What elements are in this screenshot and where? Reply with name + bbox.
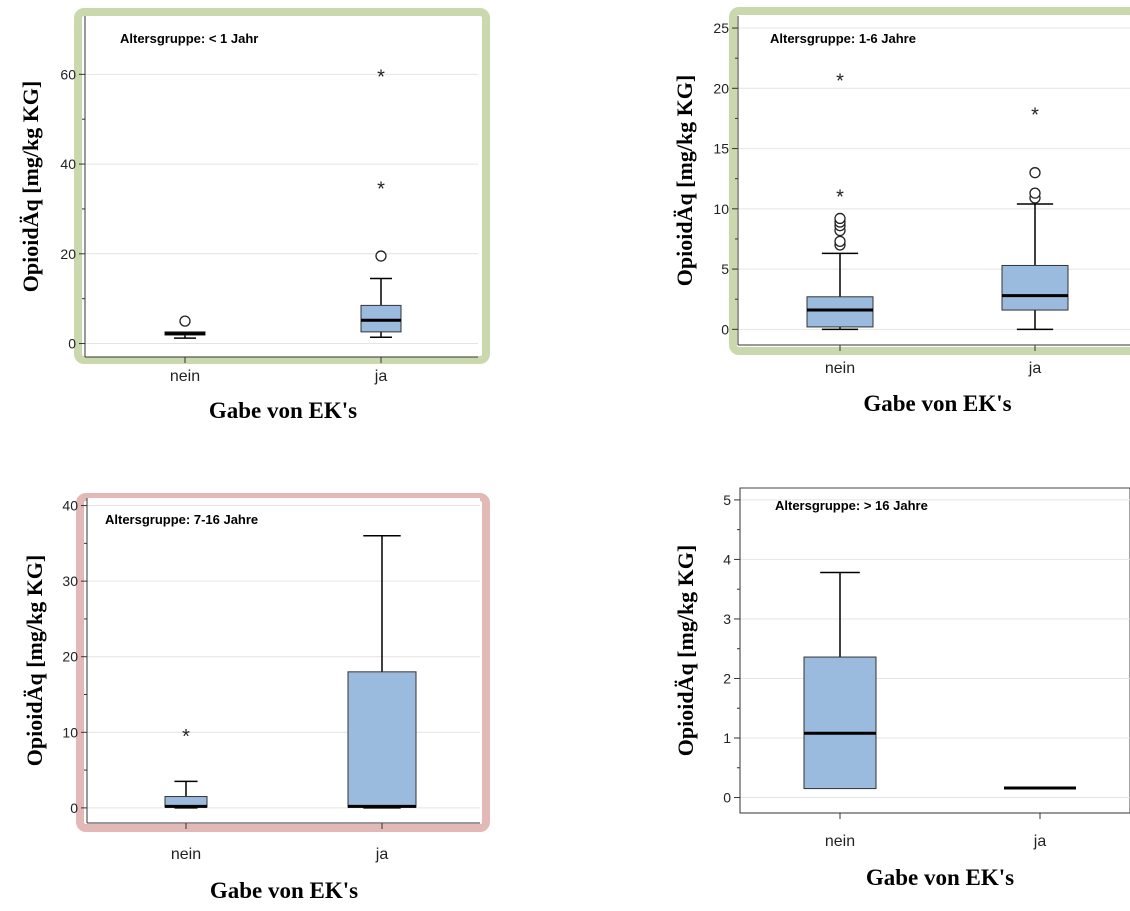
box-nein: nein bbox=[803, 571, 877, 850]
y-axis-label: OpioidÄq [mg/kg KG] bbox=[672, 75, 697, 286]
outlier-point bbox=[375, 250, 387, 262]
x-tick-label: ja bbox=[1028, 360, 1042, 377]
x-tick-label: ja bbox=[375, 846, 389, 863]
box-ja: ja * * bbox=[360, 66, 402, 385]
y-tick-label: 5 bbox=[723, 492, 731, 508]
y-tick-label: 5 bbox=[721, 261, 729, 277]
iqr-box bbox=[806, 296, 874, 328]
plot-area bbox=[739, 487, 1130, 814]
outlier-point bbox=[834, 212, 846, 225]
extreme-point: * bbox=[182, 726, 190, 748]
panel-frame bbox=[729, 7, 1130, 355]
extreme-point: * bbox=[836, 71, 844, 93]
x-tick-label: nein bbox=[171, 846, 201, 863]
panel-title: Altersgruppe: 7-16 Jahre bbox=[105, 512, 258, 527]
x-tick-label: nein bbox=[170, 368, 200, 385]
panel-title: Altersgruppe: > 16 Jahre bbox=[775, 498, 928, 513]
chart-panel-1: 0 20 40 60 nein ja * * Altersgruppe: < 1 Jahr Gab… bbox=[18, 8, 490, 423]
x-tick-label: ja bbox=[374, 368, 388, 385]
y-tick-label: 20 bbox=[60, 246, 76, 262]
x-axis-label: Gabe von EK's bbox=[866, 865, 1014, 890]
box-ja: ja * bbox=[1001, 104, 1069, 377]
y-tick-label: 15 bbox=[713, 141, 729, 157]
outlier-point bbox=[834, 235, 846, 248]
y-tick-label: 10 bbox=[713, 201, 729, 217]
y-tick-label: 25 bbox=[713, 20, 729, 36]
y-tick-label: 0 bbox=[721, 321, 729, 337]
y-tick-label: 0 bbox=[70, 800, 78, 816]
y-axis-label: OpioidÄq [mg/kg KG] bbox=[22, 555, 47, 766]
plot-area bbox=[85, 16, 478, 357]
iqr-box bbox=[347, 671, 417, 808]
box-nein: nein * * bbox=[806, 71, 874, 377]
y-axis-label: OpioidÄq [mg/kg KG] bbox=[673, 545, 698, 756]
extreme-point: * bbox=[377, 179, 385, 201]
y-tick-label: 60 bbox=[60, 66, 76, 82]
extreme-point: * bbox=[377, 66, 385, 88]
chart-panel-3: 0 10 20 30 40 nein * ja Altersgruppe: 7-16 Jahre… bbox=[22, 493, 490, 903]
y-axis-label: OpioidÄq [mg/kg KG] bbox=[18, 81, 43, 292]
panel-frame bbox=[76, 493, 490, 832]
y-tick-label: 30 bbox=[62, 573, 78, 589]
panel-frame bbox=[74, 8, 490, 364]
x-tick-label: nein bbox=[825, 360, 855, 377]
box-ja: ja bbox=[347, 535, 417, 863]
y-tick-label: 20 bbox=[62, 649, 78, 665]
x-tick-label: ja bbox=[1033, 833, 1047, 850]
x-axis-label: Gabe von EK's bbox=[209, 398, 357, 423]
y-tick-label: 0 bbox=[723, 790, 731, 806]
y-tick-label: 20 bbox=[713, 80, 729, 96]
chart-panel-2: 0 5 10 15 20 25 nein * * ja * Altersgruppe: 1-6 Jah… bbox=[672, 7, 1130, 416]
y-tick-label: 10 bbox=[62, 724, 78, 740]
x-tick-label: nein bbox=[825, 833, 855, 850]
panel-title: Altersgruppe: < 1 Jahr bbox=[120, 31, 258, 46]
y-tick-label: 0 bbox=[68, 336, 76, 352]
y-tick-label: 2 bbox=[723, 670, 731, 686]
y-tick-label: 3 bbox=[723, 611, 731, 627]
x-axis-label: Gabe von EK's bbox=[863, 391, 1011, 416]
panel-title: Altersgruppe: 1-6 Jahre bbox=[770, 31, 916, 46]
outlier-point bbox=[179, 315, 191, 327]
plot-area bbox=[87, 498, 480, 823]
iqr-box bbox=[360, 304, 402, 333]
plot-area bbox=[738, 16, 1130, 345]
iqr-box bbox=[1001, 264, 1069, 311]
y-tick-label: 1 bbox=[723, 730, 731, 746]
box-ja: ja bbox=[1004, 786, 1076, 850]
outlier-point bbox=[1029, 187, 1041, 199]
extreme-point: * bbox=[836, 186, 844, 208]
chart-panel-4: 0 1 2 3 4 5 nein ja Altersgruppe: > 16 Jahre Gabe… bbox=[673, 487, 1130, 890]
y-tick-label: 40 bbox=[62, 498, 78, 514]
box-nein: nein bbox=[164, 315, 206, 385]
iqr-box bbox=[803, 656, 877, 790]
box-nein: nein * bbox=[164, 726, 208, 863]
extreme-point: * bbox=[1031, 104, 1039, 126]
y-tick-label: 4 bbox=[723, 551, 731, 567]
x-axis-label: Gabe von EK's bbox=[210, 878, 358, 903]
y-tick-label: 40 bbox=[60, 156, 76, 172]
outlier-point bbox=[1029, 167, 1041, 179]
